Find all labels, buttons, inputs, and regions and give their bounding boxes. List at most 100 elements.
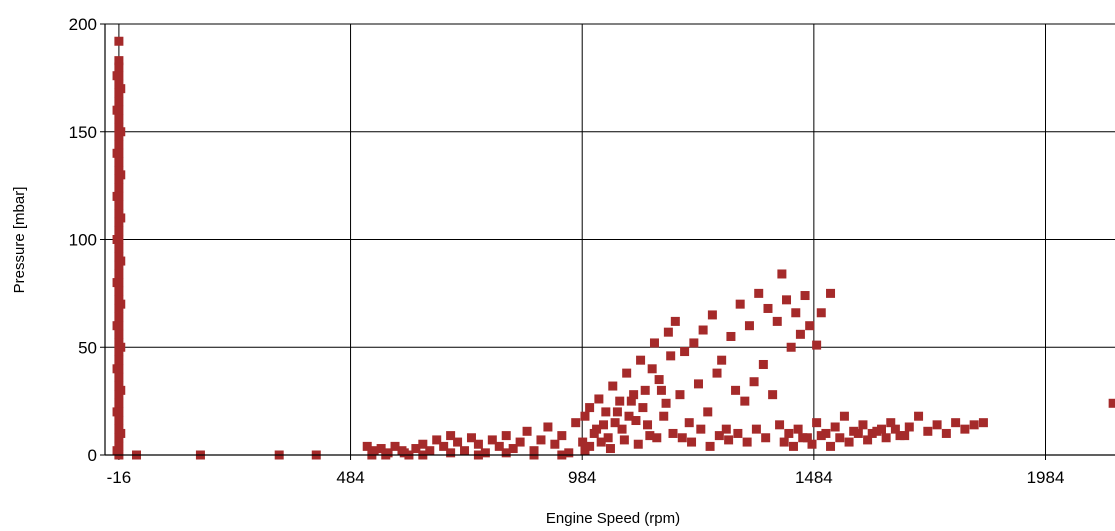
data-point [798,433,808,443]
data-point [585,441,595,451]
data-point [432,435,442,445]
data-point [726,331,736,341]
data-point [116,213,126,223]
data-point [960,424,970,434]
data-point [839,411,849,421]
data-point [564,448,574,458]
data-point [895,431,905,441]
data-point [740,396,750,406]
data-point [116,342,126,352]
data-point [114,157,124,167]
data-point [661,398,671,408]
data-point [508,444,518,454]
y-tick-label: 50 [78,338,97,357]
data-point [717,355,727,365]
data-point [116,84,126,94]
data-point [795,329,805,339]
data-point [580,446,590,456]
data-point [571,418,581,428]
data-point [599,420,609,430]
data-point [867,428,877,438]
data-point [816,431,826,441]
x-tick-label: 1984 [1027,468,1065,487]
data-point [951,418,961,428]
data-point [112,446,122,456]
data-point [763,303,773,313]
data-point [978,418,988,428]
data-point [624,411,634,421]
data-point [786,342,796,352]
data-point [693,379,703,389]
data-point [761,433,771,443]
data-point [923,426,933,436]
data-point [788,441,798,451]
data-point [399,448,409,458]
data-point [446,448,456,458]
data-point [800,291,810,301]
data-point [768,390,778,400]
data-point [580,411,590,421]
data-point [112,191,122,201]
data-point [775,420,785,430]
data-point [536,435,546,445]
data-point [652,433,662,443]
data-point [772,316,782,326]
data-point [112,321,122,331]
data-point [969,420,979,430]
data-point [724,435,734,445]
data-point [754,288,764,298]
data-point [114,355,124,365]
data-point [112,364,122,374]
data-point [707,310,717,320]
data-point [1108,398,1115,408]
data-point [914,411,924,421]
data-point [731,385,741,395]
data-point [622,368,632,378]
data-point [114,312,124,322]
data-point [612,407,622,417]
data-point [626,396,636,406]
data-point [633,439,643,449]
data-point [645,431,655,441]
data-point [116,428,126,438]
data-point [543,422,553,432]
data-point [610,418,620,428]
data-point [640,385,650,395]
data-point [733,428,743,438]
data-point [631,416,641,426]
data-point [779,437,789,447]
data-point [596,437,606,447]
data-point [793,424,803,434]
data-point [116,127,126,137]
data-point [876,424,886,434]
data-point [112,71,122,81]
data-point [751,424,761,434]
data-point [114,200,124,210]
data-point [112,278,122,288]
y-tick-label: 150 [69,123,97,142]
y-axis-label: Pressure [mbar] [11,187,28,294]
data-point [698,325,708,335]
data-point [703,407,713,417]
data-point [844,437,854,447]
data-point [853,428,863,438]
x-tick-label: 1484 [795,468,833,487]
data-point [114,56,124,66]
data-point [608,381,618,391]
data-point [656,385,666,395]
y-tick-label: 200 [69,15,97,34]
data-point [805,321,815,331]
data-point [114,97,124,107]
data-point [390,441,400,451]
data-point [112,235,122,244]
data-point [735,299,745,309]
tick-labels: -16 484 984 1484 1984 0 50 100 150 200 [69,15,1065,487]
data-point [675,390,685,400]
data-point [418,439,428,449]
data-point [705,441,715,451]
data-point [425,446,435,456]
data-point [791,308,801,318]
data-point [758,359,768,369]
data-point [826,441,836,451]
